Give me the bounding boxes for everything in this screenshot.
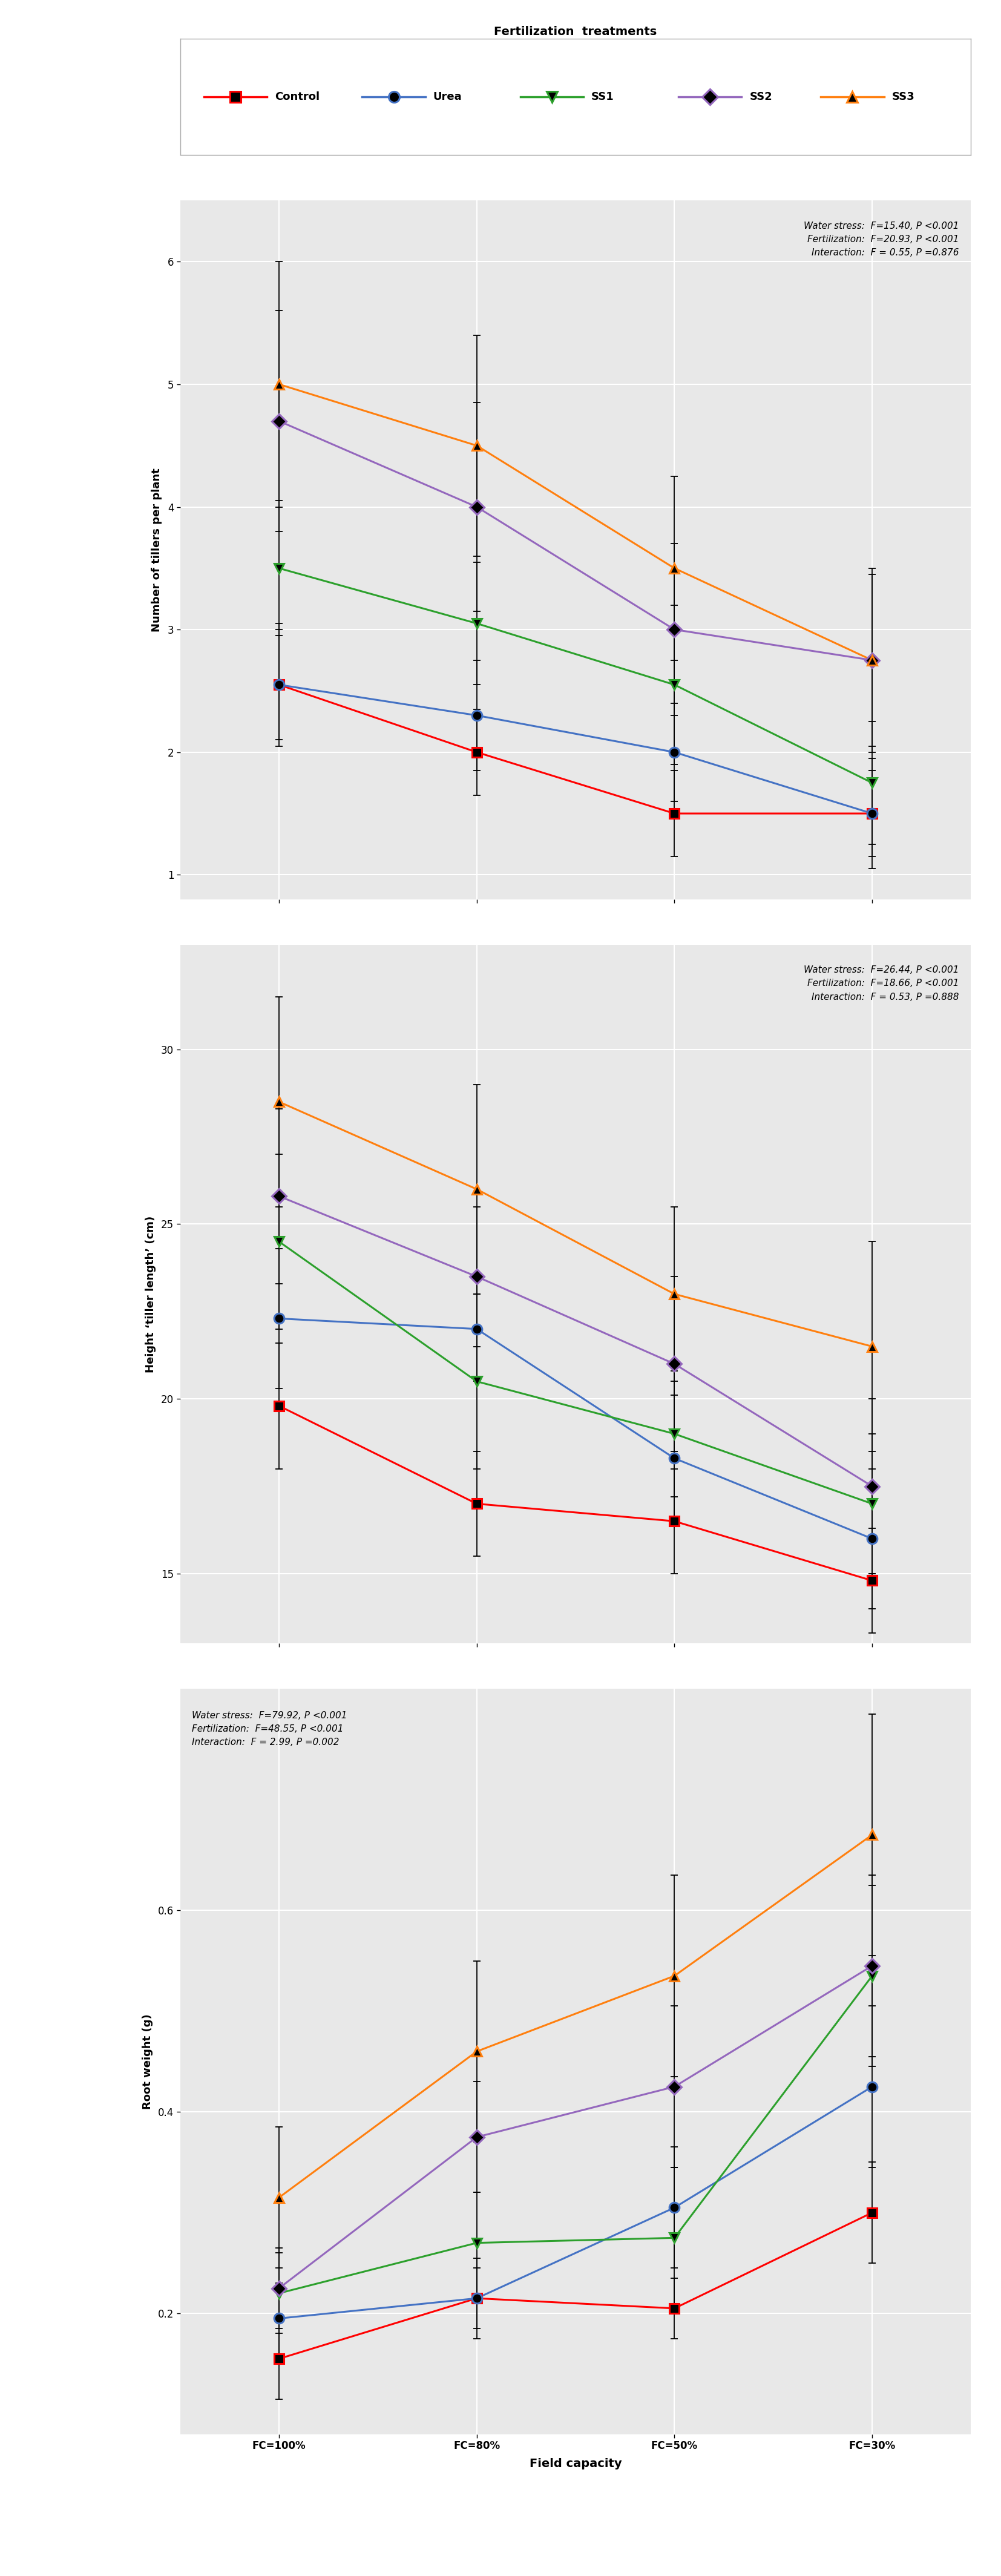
Title: Fertilization  treatments: Fertilization treatments [494,26,657,39]
Text: Water stress:  F=26.44, P <0.001
Fertilization:  F=18.66, P <0.001
Interaction: : Water stress: F=26.44, P <0.001 Fertiliz… [804,966,959,1002]
Text: Water stress:  F=15.40, P <0.001
Fertilization:  F=20.93, P <0.001
Interaction: : Water stress: F=15.40, P <0.001 Fertiliz… [804,222,959,258]
Y-axis label: Root weight (g): Root weight (g) [142,2014,153,2110]
Text: Control: Control [275,90,320,103]
Text: SS1: SS1 [592,90,615,103]
X-axis label: Field capacity: Field capacity [530,2458,622,2470]
Text: SS2: SS2 [750,90,773,103]
Text: Urea: Urea [433,90,462,103]
Text: Water stress:  F=79.92, P <0.001
Fertilization:  F=48.55, P <0.001
Interaction: : Water stress: F=79.92, P <0.001 Fertiliz… [192,1710,347,1747]
Y-axis label: Number of tillers per plant: Number of tillers per plant [151,469,162,631]
Text: SS3: SS3 [892,90,915,103]
Y-axis label: Height ‘tiller length’ (cm): Height ‘tiller length’ (cm) [145,1216,156,1373]
